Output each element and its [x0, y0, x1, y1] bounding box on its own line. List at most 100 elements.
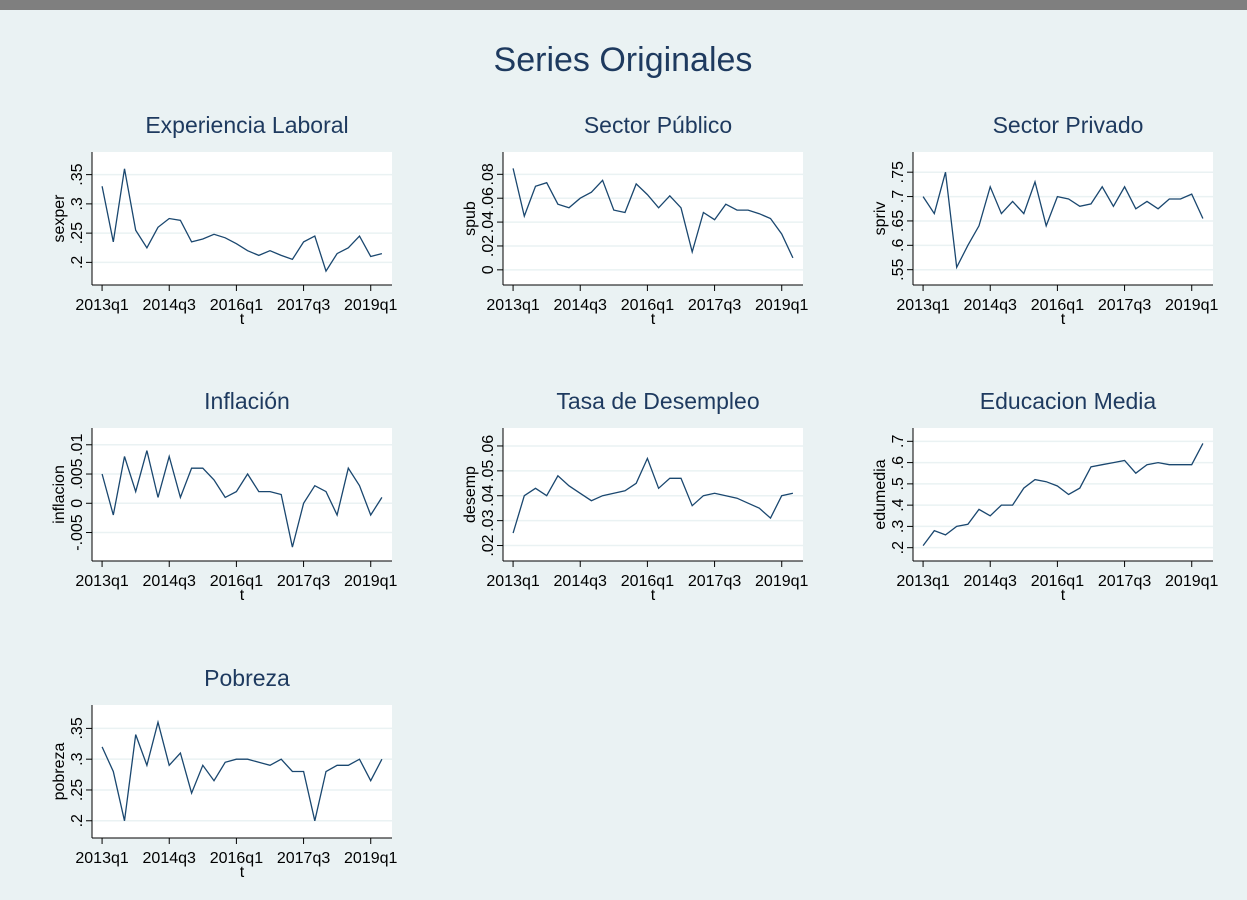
plot-area	[92, 152, 392, 285]
y-tick-label: -.005	[69, 514, 86, 551]
x-tick-label: 2017q3	[277, 573, 330, 590]
y-tick-label: .05	[480, 460, 497, 482]
y-tick-label: 0	[480, 265, 497, 274]
y-tick-label: .5	[890, 477, 907, 490]
x-tick-label: 2014q3	[964, 573, 1017, 590]
y-tick-label: .7	[890, 435, 907, 448]
x-axis-label: t	[651, 587, 656, 604]
panel-title: Educacion Media	[980, 388, 1157, 414]
x-tick-label: 2013q1	[896, 573, 949, 590]
series-line	[101, 450, 383, 548]
panel-title: Sector Privado	[993, 112, 1144, 138]
x-tick-label: 2017q3	[277, 297, 330, 314]
panel-title: Inflación	[204, 388, 290, 414]
y-tick-label: .08	[480, 163, 497, 185]
y-tick-label: .6	[890, 239, 907, 252]
x-tick-label: 2016q1	[210, 573, 263, 590]
y-tick-label: .04	[480, 211, 497, 233]
y-tick-label: .2	[69, 814, 86, 827]
x-tick-label: 2016q1	[210, 297, 263, 314]
y-tick-label: .04	[480, 485, 497, 507]
x-tick-label: 2017q3	[688, 297, 741, 314]
x-tick-label: 2016q1	[621, 573, 674, 590]
series-line	[512, 456, 794, 534]
y-tick-label: .65	[890, 210, 907, 232]
y-tick-label: .25	[69, 779, 86, 801]
x-axis-label: t	[1061, 311, 1066, 328]
y-tick-label: .06	[480, 187, 497, 209]
y-tick-label: .2	[69, 256, 86, 269]
y-tick-label: .75	[890, 161, 907, 183]
x-tick-label: 2014q3	[143, 850, 196, 867]
x-tick-label: 2019q1	[755, 573, 808, 590]
plot-area	[913, 152, 1213, 285]
y-axis-label: sexper	[51, 194, 68, 243]
x-axis-label: t	[651, 311, 656, 328]
x-tick-label: 2017q3	[1098, 297, 1151, 314]
y-axis-label: inflacion	[51, 465, 68, 524]
y-tick-label: .7	[890, 190, 907, 203]
x-tick-label: 2019q1	[344, 850, 397, 867]
y-tick-label: .4	[890, 498, 907, 511]
x-tick-label: 2013q1	[486, 297, 539, 314]
panel-title: Tasa de Desempleo	[556, 388, 759, 414]
plot-area	[92, 428, 392, 561]
x-tick-label: 2016q1	[210, 850, 263, 867]
y-axis-label: spriv	[872, 202, 889, 236]
x-tick-label: 2017q3	[1098, 573, 1151, 590]
y-tick-label: .02	[480, 534, 497, 556]
x-tick-label: 2014q3	[554, 573, 607, 590]
panel-title: Sector Público	[584, 112, 732, 138]
y-tick-label: .6	[890, 456, 907, 469]
top-bar	[0, 0, 1247, 10]
x-tick-label: 2017q3	[688, 573, 741, 590]
series-line	[512, 168, 794, 259]
x-axis-label: t	[1061, 587, 1066, 604]
series-line	[101, 719, 383, 821]
series-line	[922, 443, 1204, 546]
y-tick-label: .25	[69, 222, 86, 244]
x-tick-label: 2016q1	[1031, 573, 1084, 590]
x-axis-label: t	[240, 311, 245, 328]
y-axis-label: edumedia	[872, 459, 889, 529]
y-tick-label: .2	[890, 541, 907, 554]
y-axis-label: spub	[462, 201, 479, 236]
y-tick-label: .01	[69, 434, 86, 456]
x-axis-label: t	[240, 864, 245, 881]
y-tick-label: .02	[480, 235, 497, 257]
x-tick-label: 2016q1	[1031, 297, 1084, 314]
x-axis-label: t	[240, 587, 245, 604]
x-tick-label: 2013q1	[75, 297, 128, 314]
x-tick-label: 2013q1	[75, 850, 128, 867]
y-tick-label: .005	[69, 458, 86, 489]
x-tick-label: 2013q1	[75, 573, 128, 590]
y-tick-label: .55	[890, 258, 907, 280]
y-axis-label: desemp	[462, 466, 479, 523]
x-tick-label: 2017q3	[277, 850, 330, 867]
y-tick-label: .35	[69, 163, 86, 185]
y-tick-label: .3	[69, 752, 86, 765]
y-tick-label: .3	[69, 197, 86, 210]
y-tick-label: .03	[480, 509, 497, 531]
x-tick-label: 2019q1	[1165, 573, 1218, 590]
series-line	[922, 172, 1204, 270]
x-tick-label: 2016q1	[621, 297, 674, 314]
page-title: Series Originales	[494, 41, 753, 79]
x-tick-label: 2019q1	[344, 297, 397, 314]
x-tick-label: 2014q3	[554, 297, 607, 314]
y-axis-label: pobreza	[51, 742, 68, 800]
x-tick-label: 2019q1	[1165, 297, 1218, 314]
x-tick-label: 2019q1	[344, 573, 397, 590]
x-tick-label: 2014q3	[964, 297, 1017, 314]
y-tick-label: 0	[69, 499, 86, 508]
y-tick-label: .06	[480, 435, 497, 457]
x-tick-label: 2013q1	[896, 297, 949, 314]
x-tick-label: 2014q3	[143, 573, 196, 590]
series-line	[101, 168, 383, 273]
y-tick-label: .3	[890, 520, 907, 533]
y-tick-label: .35	[69, 717, 86, 739]
plot-area	[503, 152, 803, 285]
x-tick-label: 2014q3	[143, 297, 196, 314]
x-tick-label: 2019q1	[755, 297, 808, 314]
